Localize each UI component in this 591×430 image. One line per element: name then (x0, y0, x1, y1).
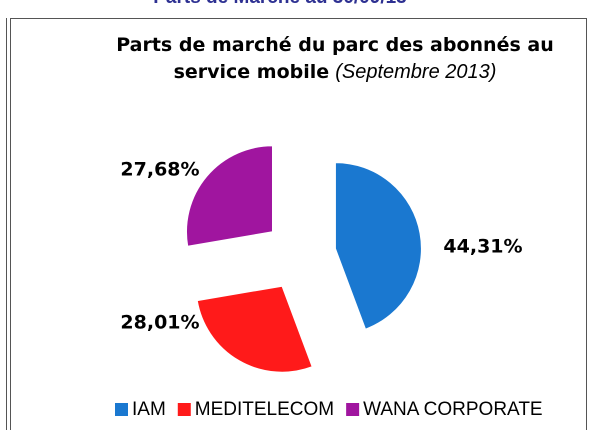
legend-label: IAM (132, 399, 166, 420)
chart-frame (10, 18, 587, 430)
legend-label: MEDITELECOM (195, 399, 334, 420)
legend-label: WANA CORPORATE (363, 399, 542, 420)
legend-swatch (115, 403, 128, 416)
page-header: Parts de Marché au 30/09/13 (153, 0, 406, 8)
chart-title: Parts de marché du parc des abonnés au s… (116, 34, 554, 83)
chart-subtitle: (Septembre 2013) (335, 61, 497, 83)
pie-slice (334, 162, 422, 330)
chart-title-box: Parts de marché du parc des abonnés au s… (95, 32, 575, 86)
data-label: 44,31% (443, 236, 522, 258)
data-label: 27,68% (120, 159, 199, 181)
data-label: 28,01% (120, 312, 199, 334)
pie-slice (196, 285, 313, 373)
legend-swatch (177, 403, 191, 416)
legend-swatch (346, 403, 360, 416)
pie-slice (185, 145, 273, 247)
